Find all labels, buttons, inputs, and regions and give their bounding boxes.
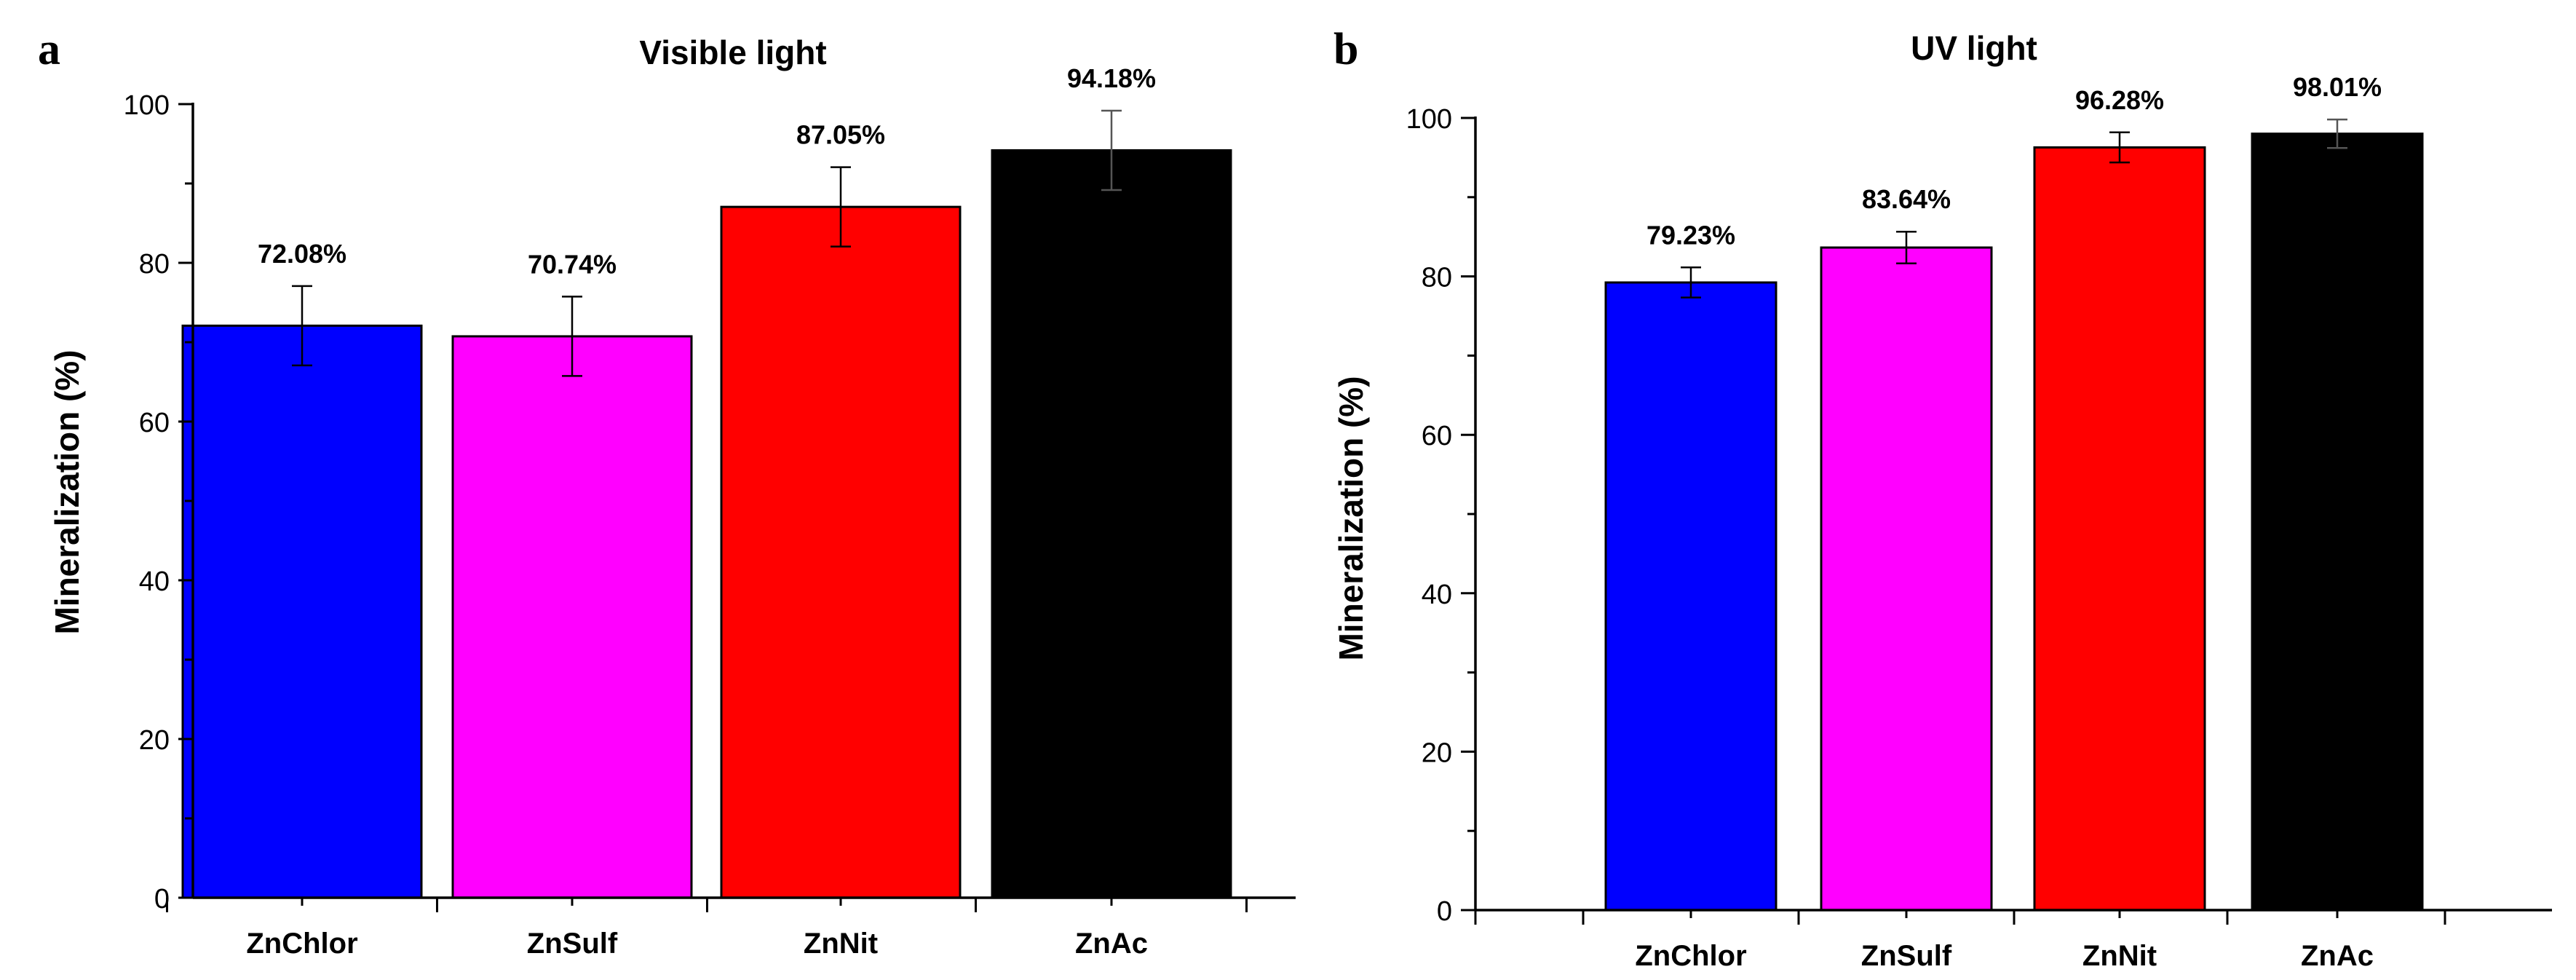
data-label: 87.05% [796,120,885,150]
y-tick-label: 100 [1406,104,1452,135]
bar-znsulf [451,335,693,899]
y-tick-label: 0 [154,884,170,914]
bar-znnit [720,205,962,899]
y-axis-label: Mineralization (%) [48,349,86,634]
x-tick-label: ZnNit [2082,940,2157,972]
x-tick-label: ZnAc [2301,940,2374,972]
x-tick-label: ZnChlor [1635,940,1746,972]
error-bar [292,285,312,367]
panel-letter: a [38,25,60,74]
data-label: 98.01% [2293,72,2382,102]
x-tick-label: ZnNit [804,928,878,960]
error-bar [2327,118,2347,149]
data-label: 96.28% [2075,85,2164,115]
error-bar [2109,131,2130,164]
error-bar [1896,230,1917,265]
y-tick-label: 40 [1422,580,1452,610]
data-label: 83.64% [1862,184,1951,214]
x-tick-label: ZnSulf [527,928,618,960]
bar-znac [2251,133,2424,912]
error-bar [562,296,582,377]
chart-title: Visible light [639,33,826,71]
y-tick-label: 20 [139,725,170,756]
bar-znchlor [1604,281,1778,912]
data-label: 94.18% [1067,63,1156,93]
y-tick-label: 80 [1422,263,1452,293]
data-label: 72.08% [258,239,346,269]
error-bar [831,166,851,248]
y-tick-label: 0 [1437,896,1452,927]
chart-title: UV light [1911,29,2037,67]
data-label: 79.23% [1646,220,1735,250]
data-label: 70.74% [528,249,617,279]
x-tick-label: ZnAc [1075,928,1148,960]
bar-znac [991,149,1232,899]
y-tick-label: 60 [1422,421,1452,451]
x-tick-label: ZnSulf [1861,940,1952,972]
error-bar [1681,266,1701,299]
x-tick-label: ZnChlor [246,928,357,960]
y-tick-label: 60 [139,408,170,438]
bar-znchlor [181,324,423,899]
panel-b: b UV light Mineralization (%) 79.23% 83.6… [1332,25,2552,972]
panel-a: a Visible light Mineralization (%) 72.08… [38,25,1296,960]
bar-znsulf [1820,246,1993,912]
y-axis-label: Mineralization (%) [1332,376,1370,660]
y-tick-label: 20 [1422,738,1452,768]
panel-letter: b [1333,25,1358,74]
bar-znnit [2033,146,2206,912]
y-tick-label: 40 [139,566,170,597]
y-tick-label: 100 [124,90,170,121]
y-tick-label: 80 [139,249,170,280]
error-bar [1101,109,1122,191]
